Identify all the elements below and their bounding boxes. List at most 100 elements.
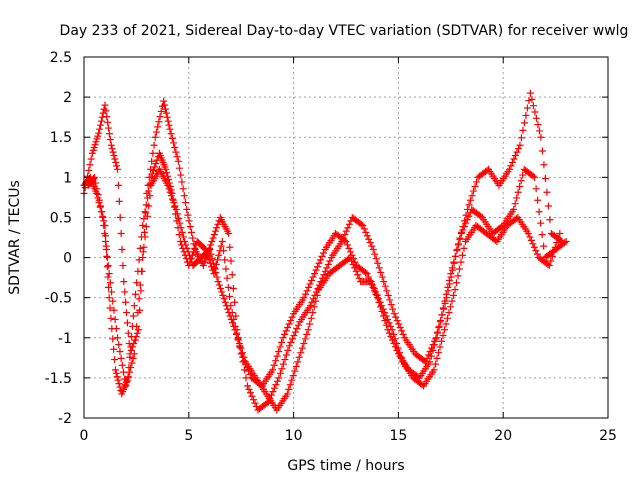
data-point	[437, 317, 445, 325]
data-point	[167, 130, 175, 138]
data-point	[142, 209, 150, 217]
data-point	[161, 101, 169, 109]
data-point	[96, 125, 104, 133]
data-point	[312, 297, 320, 305]
data-point	[146, 192, 154, 200]
data-point	[290, 331, 298, 339]
data-point	[352, 267, 360, 275]
data-point	[520, 119, 528, 127]
data-point	[435, 349, 443, 357]
x-tick-label: 20	[494, 428, 512, 444]
data-point	[511, 200, 519, 208]
data-point	[349, 260, 357, 268]
data-point	[120, 278, 128, 286]
data-point	[471, 183, 479, 191]
data-point	[390, 310, 398, 318]
y-tick-label: 1	[63, 170, 72, 186]
data-point	[283, 390, 291, 398]
data-point	[110, 152, 118, 160]
data-point	[211, 264, 219, 272]
data-point	[86, 161, 94, 169]
data-point	[109, 148, 117, 156]
data-point	[307, 314, 315, 322]
data-marks	[80, 89, 570, 414]
data-point	[97, 117, 105, 125]
data-point	[129, 343, 137, 351]
data-point	[397, 353, 405, 361]
data-point	[385, 319, 393, 327]
data-point	[154, 123, 162, 131]
data-point	[534, 196, 542, 204]
data-point	[433, 354, 441, 362]
data-point	[451, 286, 459, 294]
data-point	[449, 266, 457, 274]
data-point	[130, 350, 138, 358]
data-point	[285, 320, 293, 328]
data-point	[111, 356, 119, 364]
data-point	[123, 309, 131, 317]
data-point	[212, 268, 220, 276]
data-point	[384, 291, 392, 299]
data-point	[383, 287, 391, 295]
data-point	[305, 283, 313, 291]
data-point	[270, 361, 278, 369]
data-point	[186, 223, 194, 231]
data-point	[187, 255, 195, 263]
data-point	[418, 381, 426, 389]
data-point	[526, 89, 534, 97]
data-point	[111, 315, 119, 323]
data-point	[505, 165, 513, 173]
data-point	[251, 399, 259, 407]
data-point	[281, 330, 289, 338]
data-point	[363, 232, 371, 240]
data-point	[359, 221, 367, 229]
data-point	[344, 224, 352, 232]
y-tick-label: -1.5	[45, 371, 72, 387]
data-point	[99, 213, 107, 221]
data-point	[201, 258, 209, 266]
data-point	[313, 291, 321, 299]
data-point	[449, 291, 457, 299]
data-point	[269, 388, 277, 396]
data-point	[525, 97, 533, 105]
data-point	[134, 309, 142, 317]
data-point	[229, 319, 237, 327]
data-point	[483, 166, 491, 174]
data-point	[199, 262, 207, 270]
data-point	[168, 134, 176, 142]
data-point	[311, 270, 319, 278]
data-point	[532, 185, 540, 193]
data-point	[109, 335, 117, 343]
data-point	[129, 354, 137, 362]
data-point	[124, 329, 132, 337]
data-point	[246, 389, 254, 397]
data-point	[169, 195, 177, 203]
data-point	[116, 213, 124, 221]
data-point	[226, 312, 234, 320]
data-point	[454, 272, 462, 280]
data-point	[162, 109, 170, 117]
data-point	[187, 228, 195, 236]
y-tick-label: -1	[58, 331, 72, 347]
data-point	[387, 322, 395, 330]
data-point	[366, 239, 374, 247]
data-point	[370, 284, 378, 292]
data-point	[152, 160, 160, 168]
data-point	[190, 240, 198, 248]
data-point	[170, 139, 178, 147]
data-point	[102, 246, 110, 254]
data-point	[108, 288, 116, 296]
data-point	[432, 334, 440, 342]
data-point	[318, 252, 326, 260]
data-point	[235, 340, 243, 348]
data-point	[324, 260, 332, 268]
data-point	[342, 227, 350, 235]
data-point	[477, 212, 485, 220]
data-point	[180, 192, 188, 200]
x-tick-label: 5	[184, 428, 193, 444]
data-point	[248, 392, 256, 400]
data-point	[430, 366, 438, 374]
data-point	[105, 124, 113, 132]
data-point	[546, 216, 554, 224]
